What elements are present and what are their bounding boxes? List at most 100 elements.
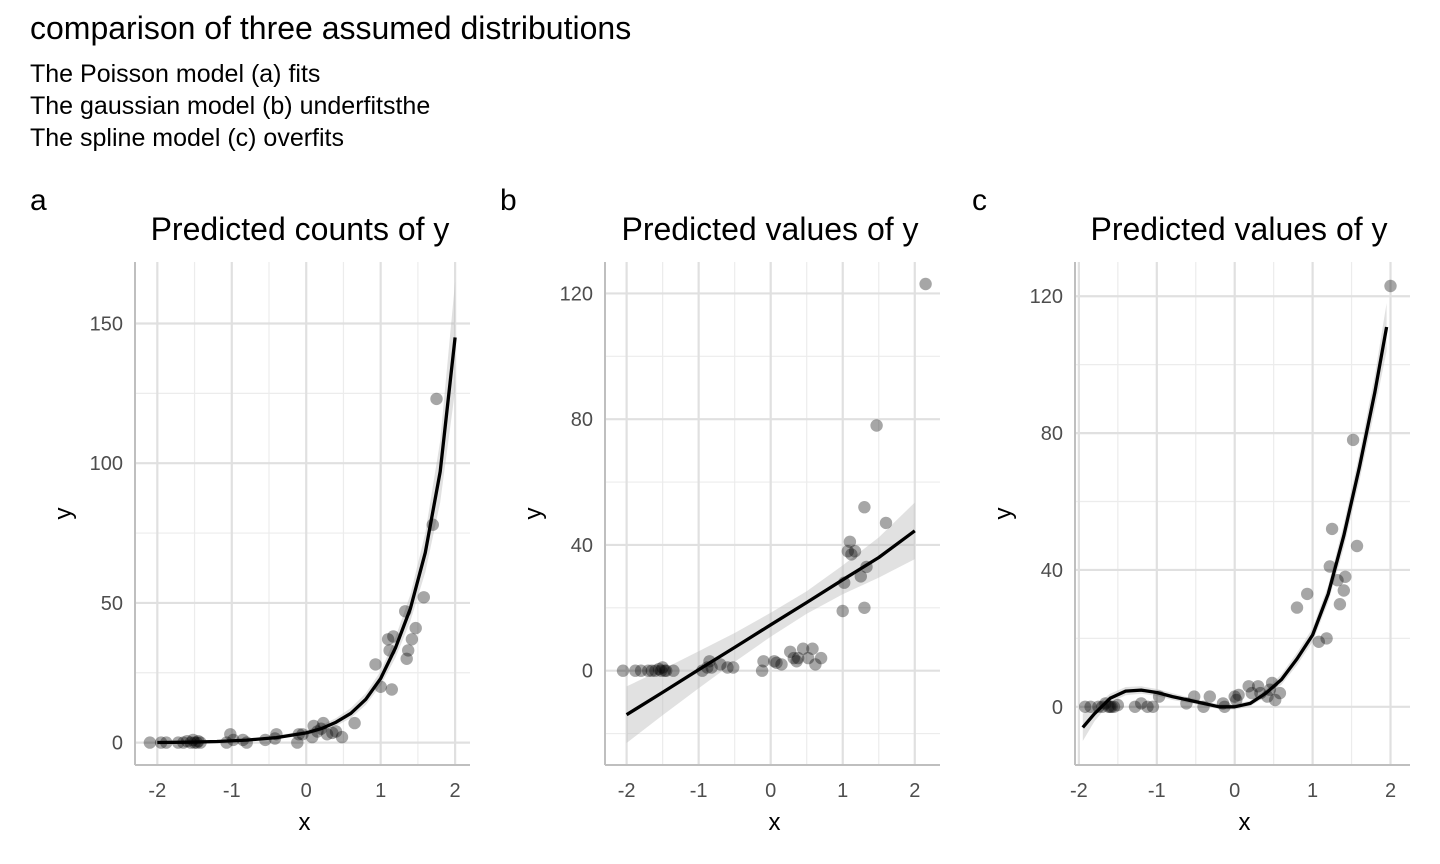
- data-point: [629, 664, 642, 677]
- data-point: [1107, 700, 1121, 713]
- data-point: [1232, 688, 1245, 702]
- data-point: [1128, 700, 1142, 713]
- page-subtitle: The Poisson model (a) fits The gaussian …: [30, 58, 430, 154]
- data-point: [616, 664, 630, 677]
- data-point: [806, 642, 819, 655]
- data-point: [381, 633, 395, 646]
- data-point: [755, 664, 769, 677]
- y-axis-label: y: [520, 508, 547, 520]
- data-point: [655, 664, 668, 677]
- data-point: [652, 662, 666, 676]
- data-point: [326, 726, 339, 740]
- data-point: [1146, 700, 1160, 713]
- x-tick-label: 0: [1229, 780, 1240, 802]
- panel-title: Predicted values of y: [621, 211, 918, 247]
- data-point: [787, 651, 800, 665]
- y-axis-label: y: [990, 508, 1017, 520]
- data-point: [727, 661, 740, 674]
- data-point: [848, 545, 862, 558]
- y-tick-label: 0: [1052, 697, 1063, 719]
- data-point: [1273, 686, 1287, 700]
- y-axis-label: y: [50, 508, 77, 520]
- data-point: [858, 601, 871, 614]
- data-point: [879, 516, 893, 530]
- fit-line: [1081, 326, 1389, 729]
- data-point: [757, 655, 770, 668]
- data-point: [1242, 680, 1255, 693]
- y-tick-label: 150: [90, 313, 123, 335]
- data-point: [796, 642, 810, 655]
- x-tick-label: -2: [618, 780, 636, 802]
- data-point: [770, 656, 783, 669]
- data-point: [1290, 601, 1304, 614]
- x-tick-label: 1: [375, 780, 386, 802]
- data-point: [649, 664, 662, 677]
- x-tick-label: -1: [223, 780, 241, 802]
- data-point: [1301, 587, 1314, 601]
- panel-tag: b: [500, 184, 517, 217]
- data-point: [1092, 700, 1105, 713]
- data-point: [656, 661, 669, 674]
- panel-tag: a: [30, 184, 47, 217]
- data-point: [409, 621, 422, 635]
- x-tick-label: 2: [450, 780, 461, 802]
- data-point: [858, 501, 871, 514]
- x-tick-label: -1: [690, 780, 708, 802]
- data-point: [642, 664, 655, 677]
- y-tick-label: 0: [112, 733, 123, 755]
- data-point: [329, 725, 343, 738]
- panel-tag: c: [972, 184, 987, 217]
- panel-title: Predicted values of y: [1090, 211, 1387, 247]
- data-point: [1141, 700, 1154, 713]
- data-point: [843, 535, 857, 548]
- confidence-band: [626, 502, 915, 743]
- x-tick-label: 0: [765, 780, 776, 802]
- data-point: [405, 633, 419, 646]
- data-point: [1230, 693, 1243, 707]
- data-point: [814, 651, 828, 665]
- panel-a: -2 -1 0 1 2 0 50 100 150 x y a Predicted counts of y: [30, 184, 470, 836]
- data-point: [1333, 598, 1347, 611]
- data-point: [1135, 697, 1148, 710]
- panel-title: Predicted counts of y: [151, 211, 450, 247]
- data-point: [1350, 539, 1364, 553]
- data-point: [870, 419, 883, 432]
- subtitle-line-gaussian: The gaussian model (b) underfitsthe: [30, 92, 431, 120]
- confidence-band: [1082, 303, 1387, 741]
- data-point: [417, 591, 430, 604]
- data-point: [320, 728, 334, 741]
- y-tick-label: 80: [571, 409, 593, 431]
- data-point: [1346, 433, 1360, 447]
- data-point: [1325, 522, 1339, 536]
- data-point: [802, 651, 815, 665]
- x-tick-label: 1: [837, 780, 848, 802]
- data-point: [291, 736, 304, 749]
- data-point: [775, 658, 788, 671]
- data-point: [854, 570, 867, 583]
- data-point: [667, 664, 680, 677]
- x-tick-label: 0: [301, 780, 312, 802]
- data-point: [784, 645, 797, 658]
- data-point: [1078, 700, 1092, 713]
- data-point: [430, 392, 443, 406]
- data-point: [1105, 700, 1118, 713]
- data-point: [845, 548, 858, 561]
- data-point: [658, 664, 671, 677]
- data-point: [402, 644, 415, 657]
- data-point: [1245, 686, 1259, 700]
- x-tick-label: -2: [148, 780, 166, 802]
- x-tick-label: 1: [1307, 780, 1318, 802]
- x-tick-label: -2: [1070, 780, 1088, 802]
- data-point: [400, 652, 413, 665]
- subtitle-line-spline: The spline model (c) overfits: [30, 124, 345, 152]
- data-point: [790, 655, 803, 668]
- data-point: [1323, 560, 1337, 573]
- y-tick-label: 40: [1041, 560, 1063, 582]
- data-point: [1320, 632, 1333, 645]
- y-tick-label: 0: [582, 661, 593, 683]
- data-point: [1103, 700, 1117, 713]
- data-point: [385, 683, 398, 696]
